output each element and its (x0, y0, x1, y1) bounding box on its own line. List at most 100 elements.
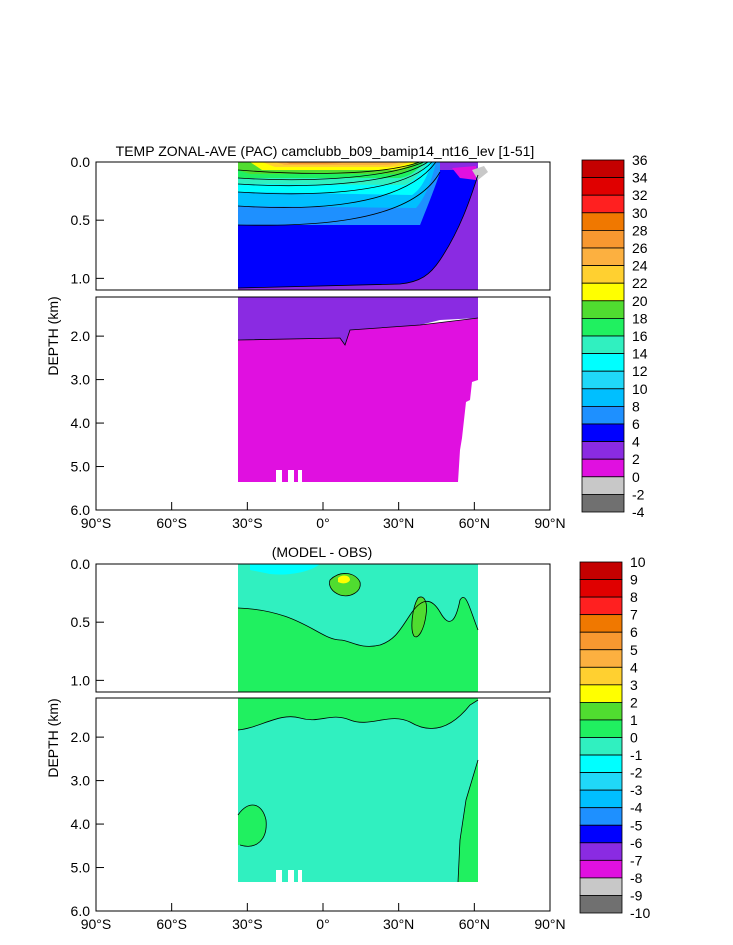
colorbar-label: 36 (632, 152, 648, 168)
colorbar-label: 8 (630, 589, 638, 605)
colorbar-label: -9 (630, 887, 643, 903)
bottom-upper-yellow-spot (338, 575, 350, 584)
bottom-upper-panel (95, 563, 551, 693)
y-tick-label: 4.0 (71, 415, 91, 431)
colorbar-swatch (581, 458, 625, 478)
colorbar-swatch (579, 859, 623, 879)
colorbar-swatch (581, 353, 625, 372)
colorbar-label: -10 (630, 905, 650, 921)
colorbar-swatch (581, 265, 625, 284)
colorbar-swatch (581, 229, 625, 249)
colorbar-swatch (579, 614, 623, 633)
y-tick-label: 0.0 (71, 154, 91, 170)
bottom-axes: 90°S 60°S 30°S 0° 30°N 60°N 90°N 0.0 0.5 1.0 2.0 3.… (71, 556, 566, 932)
top-upper-blue-band (238, 170, 478, 288)
bottom-upper-teal-top (250, 564, 320, 575)
bottom-upper-cyan-band (238, 564, 478, 647)
colorbar-label: -1 (630, 747, 643, 763)
colorbar-label: -8 (630, 870, 643, 886)
colorbar-label: 6 (630, 624, 638, 640)
colorbar-label: 34 (632, 170, 648, 186)
x-tick-label: 30°S (232, 515, 263, 531)
x-tick-label: 90°N (534, 515, 565, 531)
colorbar-label: 32 (632, 187, 648, 203)
x-tick-label: 30°N (383, 916, 414, 932)
colorbar-swatch (581, 317, 625, 337)
colorbar-swatch (579, 702, 623, 721)
colorbar-label: 8 (632, 398, 640, 414)
y-tick-label: 3.0 (71, 372, 91, 388)
bottom-lower-green-south (238, 804, 267, 847)
colorbar-label: 0 (632, 469, 640, 485)
bottom-lower-cyan-band (238, 700, 478, 882)
colorbar-swatch (581, 300, 625, 319)
y-tick-label: 6.0 (71, 903, 91, 919)
colorbar-swatch (581, 476, 625, 495)
colorbar-swatch (579, 684, 623, 703)
colorbar-label: 26 (632, 240, 648, 256)
colorbar-label: 18 (632, 310, 648, 326)
colorbar-swatch (579, 719, 623, 738)
colorbar-label: 28 (632, 222, 648, 238)
colorbar-label: 14 (632, 346, 648, 362)
colorbar-swatch (581, 441, 625, 460)
colorbar-label: -6 (630, 835, 643, 851)
colorbar-swatch (579, 842, 623, 861)
colorbar-label: 10 (632, 381, 648, 397)
colorbar-swatch (579, 754, 623, 773)
colorbar-label: -2 (632, 486, 645, 502)
colorbar-swatch (579, 596, 623, 616)
y-tick-label: 0.0 (71, 556, 91, 572)
colorbar-label: -4 (630, 800, 643, 816)
colorbar-swatch (579, 631, 623, 651)
colorbar-swatch (579, 561, 623, 580)
colorbar-swatch (579, 666, 623, 686)
colorbar-swatch (581, 335, 625, 355)
top-lower-purple-band (238, 297, 478, 345)
y-tick-label: 2.0 (71, 328, 91, 344)
colorbar-label: 0 (630, 730, 638, 746)
colorbar-swatch (581, 405, 625, 425)
bottom-lower-panel (95, 697, 551, 912)
x-tick-label: 60°S (156, 515, 187, 531)
colorbar-label: 30 (632, 205, 648, 221)
colorbar-swatch (579, 772, 623, 791)
top-upper-contours (237, 161, 479, 289)
colorbar-swatch (579, 789, 623, 809)
colorbar-swatch (581, 194, 625, 214)
colorbar-swatch (581, 159, 625, 179)
colorbar-label: 5 (630, 642, 638, 658)
y-tick-label: 2.0 (71, 729, 91, 745)
colorbar-label: 6 (632, 416, 640, 432)
colorbar-label: -2 (630, 765, 643, 781)
bottom-ylabel: DEPTH (km) (45, 698, 61, 777)
colorbar-swatch (581, 212, 625, 231)
x-tick-label: 0° (316, 916, 329, 932)
colorbar-label: 22 (632, 275, 648, 291)
y-tick-label: 0.5 (71, 614, 91, 630)
colorbar-label: 2 (632, 451, 640, 467)
top-upper-panel (95, 161, 551, 291)
bottom-lower-green-north (458, 760, 478, 882)
colorbar-swatch (581, 423, 625, 443)
y-tick-label: 4.0 (71, 816, 91, 832)
x-tick-label: 90°S (81, 515, 112, 531)
top-upper-north-magenta (452, 166, 476, 180)
colorbar-label: -7 (630, 852, 643, 868)
colorbar-label: 2 (630, 694, 638, 710)
x-tick-label: 60°S (156, 916, 187, 932)
colorbar-swatch (579, 895, 623, 914)
top-ylabel: DEPTH (km) (45, 296, 61, 375)
top-lower-panel (95, 296, 551, 511)
colorbar-label: 24 (632, 258, 648, 274)
colorbar-label: 1 (630, 712, 638, 728)
colorbar-label: -4 (632, 504, 645, 520)
top-upper-north-grey (472, 166, 488, 180)
colorbar-swatch (579, 824, 623, 844)
y-tick-label: 5.0 (71, 860, 91, 876)
colorbar-swatch (581, 388, 625, 407)
bottom-upper-lime-spot (329, 573, 361, 596)
colorbar-label: 3 (630, 677, 638, 693)
